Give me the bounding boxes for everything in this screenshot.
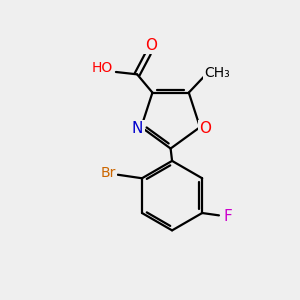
- Text: O: O: [145, 38, 157, 53]
- Text: O: O: [199, 121, 211, 136]
- Text: Br: Br: [101, 166, 116, 180]
- Text: F: F: [224, 209, 232, 224]
- Text: CH₃: CH₃: [205, 66, 230, 80]
- Text: N: N: [132, 121, 143, 136]
- Text: HO: HO: [92, 61, 113, 76]
